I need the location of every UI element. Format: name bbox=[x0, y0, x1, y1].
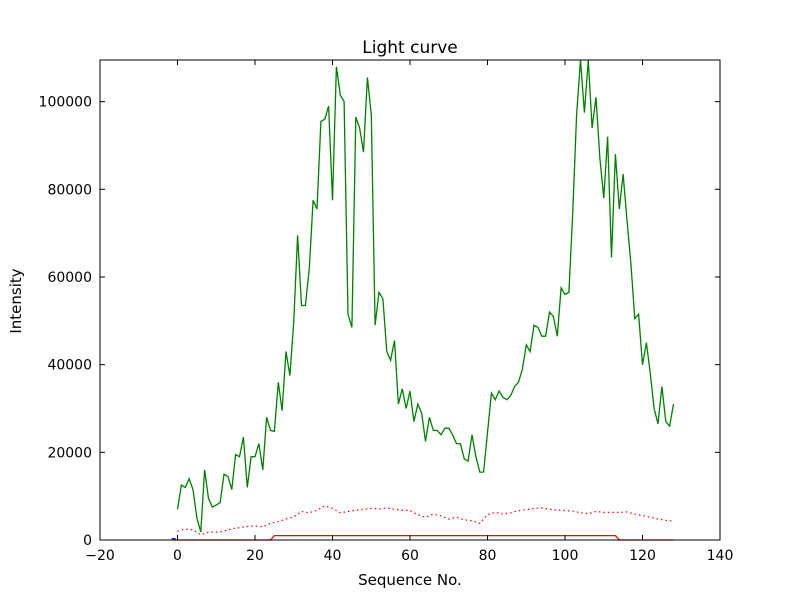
x-tick-label: −20 bbox=[85, 548, 115, 564]
x-tick-label: 0 bbox=[173, 548, 182, 564]
x-tick-label: 140 bbox=[707, 548, 734, 564]
y-tick-label: 100000 bbox=[39, 95, 92, 111]
y-tick-label: 80000 bbox=[47, 182, 92, 198]
ticks-layer: −20 0 20 40 60 80 100 120 1400200004000060000800… bbox=[39, 60, 734, 564]
y-axis-label: Intensity bbox=[7, 268, 25, 333]
x-axis-label: Sequence No. bbox=[358, 571, 462, 589]
series-line-2 bbox=[177, 505, 674, 536]
y-tick-label: 60000 bbox=[47, 270, 92, 286]
series-line-1 bbox=[176, 59, 675, 533]
y-tick-label: 20000 bbox=[47, 445, 92, 461]
x-tick-label: 80 bbox=[479, 548, 497, 564]
x-tick-label: 100 bbox=[552, 548, 579, 564]
x-tick-label: 40 bbox=[324, 548, 342, 564]
x-tick-label: 120 bbox=[629, 548, 656, 564]
y-tick-label: 0 bbox=[83, 533, 92, 549]
chart-title: Light curve bbox=[362, 38, 457, 58]
x-tick-label: 20 bbox=[246, 548, 264, 564]
plot-area: −20 0 20 40 60 80 100 120 1400200004000060000800… bbox=[39, 59, 734, 564]
x-tick-label: 60 bbox=[401, 548, 419, 564]
y-tick-label: 40000 bbox=[47, 358, 92, 374]
